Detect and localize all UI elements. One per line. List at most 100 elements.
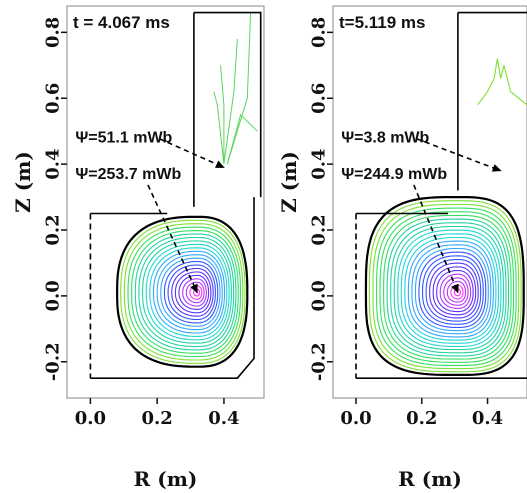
flux-contour — [127, 226, 242, 358]
axis-ticks-right: 0.0 0.2 0.4 -0.2 0.0 0.2 0.4 0.6 0.8 — [309, 17, 504, 429]
plot-frame-left — [66, 5, 265, 399]
open-field-line — [477, 58, 527, 106]
open-field-line — [223, 38, 238, 165]
flux-contour — [393, 225, 505, 351]
annotation-arrows-right — [413, 137, 502, 294]
y-tick-label: 0.6 — [309, 83, 330, 114]
flux-contour — [375, 207, 517, 366]
open-field-lines — [213, 12, 258, 165]
flux-contour — [436, 269, 474, 313]
x-tick-label: 0.0 — [75, 408, 106, 429]
y-tick-label: -0.2 — [43, 342, 64, 381]
flux-contour — [145, 243, 230, 341]
flux-contour — [120, 219, 246, 364]
flux-contour — [453, 288, 462, 297]
time-label-left: t = 4.067 ms — [73, 13, 170, 32]
open-field-line — [226, 113, 258, 165]
x-tick-label: 0.4 — [472, 408, 503, 429]
flux-contour — [439, 273, 472, 309]
y-tick-label: 0.4 — [309, 148, 330, 179]
wall-structures-left — [89, 11, 262, 379]
flux-contour — [156, 254, 223, 331]
x-tick-label: 0.2 — [406, 408, 437, 429]
psi-separatrix-label-right: Ψ=3.8 mWb — [341, 130, 429, 147]
x-tick-label: 0.2 — [141, 408, 172, 429]
panel-right: 0.0 0.2 0.4-0.20.00.20.40.60.8 t=5.119 ms … — [277, 5, 527, 491]
axis-ticks-left: 0.0 0.2 0.4 -0.2 0.0 0.2 0.4 0.6 0.8 — [43, 17, 240, 429]
y-tick-label: 0.6 — [43, 83, 64, 114]
flux-contour — [368, 200, 522, 373]
open-field-line — [220, 65, 225, 165]
flux-contour — [138, 236, 235, 348]
flux-contour — [411, 244, 492, 335]
open-field-line — [226, 12, 252, 165]
flux-contour — [407, 240, 494, 338]
y-tick-label: 0.8 — [309, 17, 330, 48]
flux-contour — [152, 250, 226, 334]
time-label-right: t=5.119 ms — [339, 13, 426, 32]
wall-structures-right — [355, 11, 527, 379]
flux-contour — [149, 247, 228, 337]
x-tick-label: 0.0 — [340, 408, 371, 429]
flux-contour — [425, 258, 482, 322]
y-tick-label: 0.8 — [43, 17, 64, 48]
y-tick-label: 0.2 — [43, 214, 64, 245]
flux-contour — [171, 267, 214, 317]
vessel-wall-segment — [193, 11, 262, 198]
separatrix-contour — [115, 215, 249, 368]
flux-contour — [131, 230, 239, 354]
plot-frame-right — [332, 5, 527, 399]
annotation-arrow — [159, 137, 225, 169]
psi-separatrix-label-left: Ψ=51.1 mWb — [75, 130, 172, 147]
flux-contour — [174, 271, 212, 314]
flux-contour — [182, 278, 207, 307]
flux-contour — [167, 264, 216, 321]
separatrix-contour — [364, 196, 525, 376]
flux-contour — [189, 285, 203, 300]
flux-contour — [383, 214, 512, 360]
flux-contour — [421, 255, 484, 325]
flux-contour — [185, 281, 205, 304]
flux-contour — [414, 247, 489, 332]
flux-contour — [386, 218, 510, 357]
flux-contour — [400, 233, 499, 344]
flux-contour — [432, 266, 477, 316]
flux-contour — [160, 257, 221, 327]
x-axis-title-left: R (m) — [134, 467, 198, 491]
flux-contour — [397, 229, 502, 347]
y-axis-title-right: Z (m) — [277, 151, 301, 213]
open-field-line — [213, 91, 225, 165]
psi-axis-label-left: Ψ=253.7 mWb — [75, 166, 181, 183]
y-tick-label: 0.0 — [43, 280, 64, 311]
flux-contour — [178, 274, 210, 310]
psi-axis-label-right: Ψ=244.9 mWb — [341, 166, 447, 183]
flux-contour — [429, 262, 479, 319]
annotation-arrow — [416, 137, 502, 172]
flux-contour — [379, 211, 515, 363]
x-tick-label: 0.4 — [208, 408, 239, 429]
flux-contour — [134, 233, 237, 351]
annotation-arrow — [147, 184, 198, 294]
vessel-wall-segment — [90, 197, 255, 379]
flux-contour — [163, 261, 219, 324]
annotation-arrow — [413, 184, 459, 294]
flux-contour — [450, 284, 464, 300]
flux-contours-right — [364, 58, 527, 376]
y-tick-label: 0.0 — [309, 280, 330, 311]
flux-contour — [372, 203, 520, 370]
flux-contour — [123, 223, 244, 361]
annotation-arrows-left — [147, 137, 225, 294]
panel-left: 0.0 0.2 0.4 -0.2 0.0 0.2 0.4 0.6 0.8 t = 4.067 m… — [11, 5, 265, 491]
flux-contour — [443, 277, 469, 306]
y-tick-label: 0.2 — [309, 214, 330, 245]
y-axis-title-left: Z (m) — [11, 151, 35, 213]
flux-contour — [142, 240, 232, 344]
flux-contours-left — [115, 12, 258, 368]
flux-contour — [404, 236, 497, 341]
y-tick-label: -0.2 — [309, 342, 330, 381]
x-axis-title-right: R (m) — [398, 467, 462, 491]
flux-contour — [390, 222, 507, 354]
flux-contour — [446, 281, 467, 303]
open-field-lines — [477, 58, 527, 106]
flux-contour — [418, 251, 487, 328]
